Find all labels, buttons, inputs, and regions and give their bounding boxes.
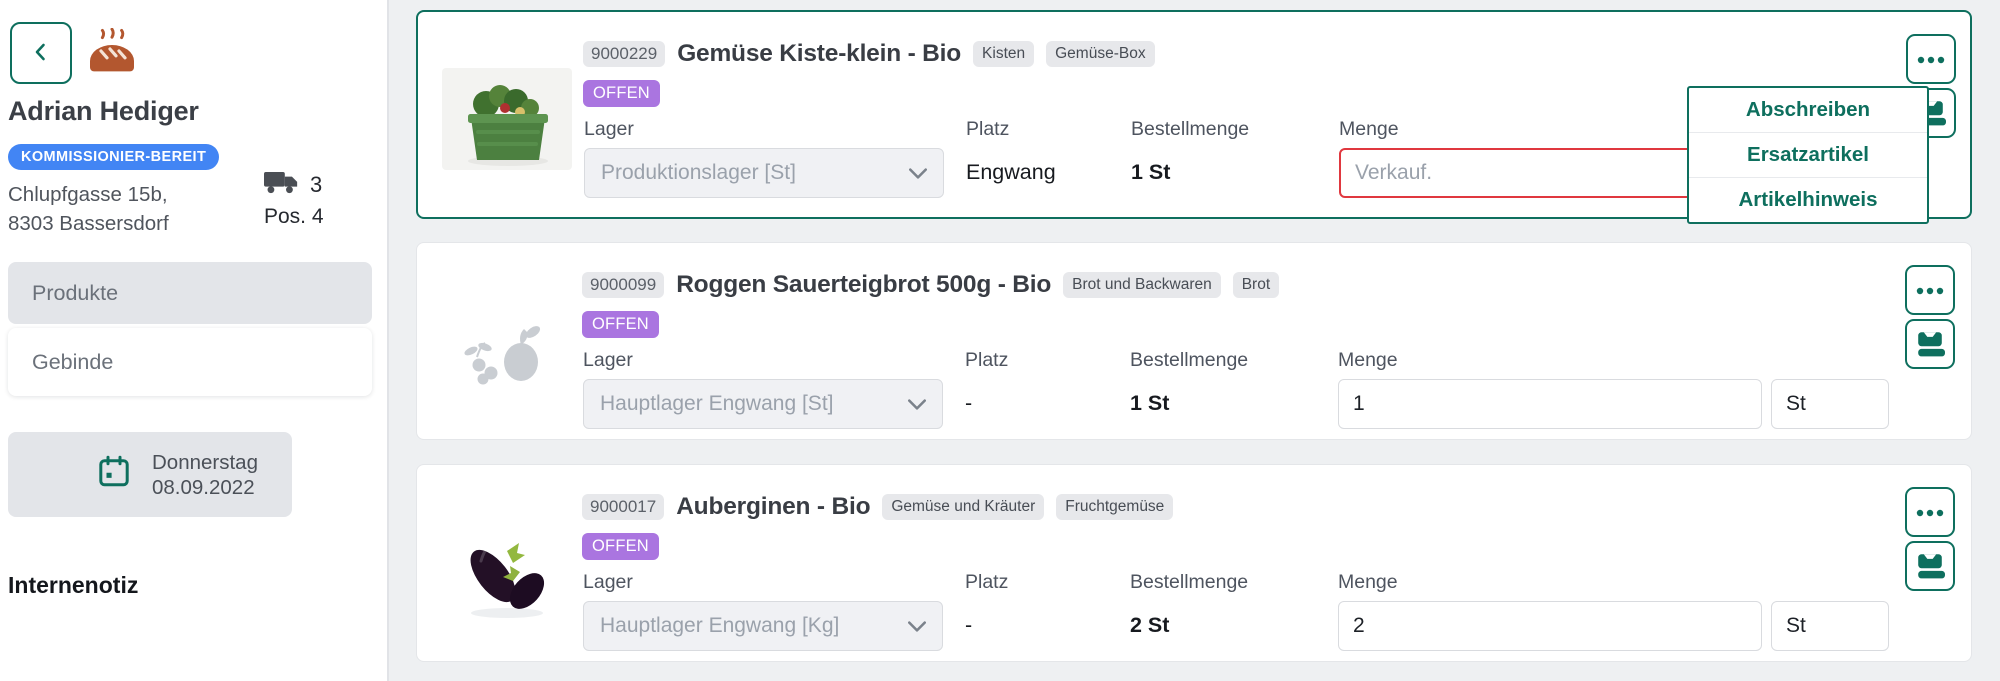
truck-icon — [264, 168, 301, 202]
lager-select-value: Hauptlager Engwang [St] — [600, 392, 834, 415]
product-header: 9000017 Auberginen - Bio Gemüse und Kräu… — [582, 493, 1174, 521]
platz-value: - — [965, 391, 973, 415]
context-menu: Abschreiben Ersatzartikel Artikelhinweis — [1687, 86, 1929, 224]
sidebar-item-produkte[interactable]: Produkte — [8, 262, 372, 324]
article-number: 9000099 — [582, 272, 665, 298]
article-number: 9000229 — [583, 41, 666, 67]
product-image — [442, 68, 572, 170]
menu-item-abschreiben[interactable]: Abschreiben — [1689, 88, 1927, 133]
product-card: 9000099 Roggen Sauerteigbrot 500g - Bio … — [416, 242, 1972, 440]
calendar-icon — [96, 454, 132, 495]
menge-label: Menge — [1339, 118, 1399, 140]
more-actions-button[interactable] — [1906, 34, 1956, 84]
ellipsis-icon — [1916, 52, 1946, 67]
ellipsis-icon — [1915, 505, 1945, 520]
bestellmenge-label: Bestellmenge — [1130, 349, 1249, 371]
product-header: 9000229 Gemüse Kiste-klein - Bio Kisten … — [583, 40, 1155, 68]
bestellmenge-label: Bestellmenge — [1131, 118, 1250, 140]
product-title: Roggen Sauerteigbrot 500g - Bio — [676, 271, 1052, 298]
bestellmenge-value: 1 St — [1131, 160, 1171, 184]
platz-value: - — [965, 613, 973, 637]
address-line-2: 8303 Bassersdorf — [8, 212, 169, 235]
delivery-info: 3 — [264, 168, 322, 202]
nav-produkte-label: Produkte — [32, 280, 119, 305]
product-list: 9000229 Gemüse Kiste-klein - Bio Kisten … — [389, 0, 2000, 681]
more-actions-button[interactable] — [1905, 265, 1955, 315]
bestellmenge-label: Bestellmenge — [1130, 571, 1249, 593]
lager-select[interactable]: Hauptlager Engwang [Kg] — [583, 601, 943, 651]
platz-label: Platz — [965, 571, 1009, 593]
product-title: Gemüse Kiste-klein - Bio — [677, 40, 962, 67]
lager-select-value: Hauptlager Engwang [Kg] — [600, 614, 840, 637]
customer-address: Chlupfgasse 15b, 8303 Bassersdorf — [8, 180, 169, 238]
delivery-position: Pos. 4 — [264, 205, 324, 228]
internal-note-label: Internenotiz — [8, 572, 139, 598]
status-badge: OFFEN — [582, 533, 659, 560]
product-card: 9000229 Gemüse Kiste-klein - Bio Kisten … — [416, 10, 1972, 224]
address-line-1: Chlupfgasse 15b, — [8, 183, 168, 206]
sidebar-divider — [387, 0, 389, 681]
category-tag: Brot — [1232, 272, 1280, 298]
platz-value: Engwang — [966, 160, 1056, 184]
article-number: 9000017 — [582, 494, 665, 520]
bestellmenge-value: 2 St — [1130, 613, 1170, 637]
chevron-down-icon — [908, 392, 926, 416]
unit-box: St — [1771, 601, 1889, 651]
unit-box: St — [1771, 379, 1889, 429]
date-value: 08.09.2022 — [152, 475, 255, 499]
category-tag: Gemüse und Kräuter — [882, 494, 1045, 520]
bestellmenge-value: 1 St — [1130, 391, 1170, 415]
lager-select[interactable]: Hauptlager Engwang [St] — [583, 379, 943, 429]
menge-label: Menge — [1338, 349, 1398, 371]
category-tag: Kisten — [973, 41, 1035, 67]
chevron-down-icon — [908, 614, 926, 638]
chevron-down-icon — [909, 161, 927, 185]
order-status-badge: KOMMISSIONIER-BEREIT — [8, 144, 220, 170]
menge-input[interactable] — [1338, 601, 1762, 651]
lager-label: Lager — [583, 571, 633, 593]
date-weekday: Donnerstag — [152, 450, 258, 474]
platz-label: Platz — [965, 349, 1009, 371]
status-badge: OFFEN — [582, 311, 659, 338]
category-tag: Brot und Backwaren — [1063, 272, 1221, 298]
lager-label: Lager — [583, 349, 633, 371]
menge-label: Menge — [1338, 571, 1398, 593]
sidebar-item-gebinde[interactable]: Gebinde — [8, 328, 372, 396]
delivery-date: Donnerstag 08.09.2022 — [152, 450, 258, 500]
lager-select-value: Produktionslager [St] — [601, 161, 796, 184]
delivery-date-card[interactable]: Donnerstag 08.09.2022 — [8, 432, 292, 517]
status-badge: OFFEN — [583, 80, 660, 107]
delivery-count: 3 — [310, 172, 323, 197]
chevron-left-icon — [28, 39, 54, 68]
product-image-placeholder — [441, 299, 571, 401]
product-image — [441, 521, 571, 623]
category-tag: Fruchtgemüse — [1056, 494, 1174, 520]
platz-label: Platz — [966, 118, 1010, 140]
sidebar: Adrian Hediger KOMMISSIONIER-BEREIT Chlu… — [0, 0, 387, 681]
nav-gebinde-label: Gebinde — [32, 349, 114, 374]
ellipsis-icon — [1915, 283, 1945, 298]
menu-item-ersatzartikel[interactable]: Ersatzartikel — [1689, 133, 1927, 178]
menge-input[interactable] — [1338, 379, 1762, 429]
menu-item-artikelhinweis[interactable]: Artikelhinweis — [1738, 188, 1878, 211]
customer-name: Adrian Hediger — [8, 96, 199, 126]
product-header: 9000099 Roggen Sauerteigbrot 500g - Bio … — [582, 271, 1280, 299]
category-tag: Gemüse-Box — [1046, 41, 1155, 67]
more-actions-button[interactable] — [1905, 487, 1955, 537]
lager-label: Lager — [584, 118, 634, 140]
pack-button[interactable] — [1905, 541, 1955, 591]
inbox-stack-icon — [1915, 328, 1945, 361]
product-title: Auberginen - Bio — [676, 493, 871, 520]
product-card: 9000017 Auberginen - Bio Gemüse und Kräu… — [416, 464, 1972, 662]
back-button[interactable] — [10, 22, 72, 84]
lager-select[interactable]: Produktionslager [St] — [584, 148, 944, 198]
bread-icon — [86, 27, 138, 83]
inbox-stack-icon — [1915, 550, 1945, 583]
pack-button[interactable] — [1905, 319, 1955, 369]
